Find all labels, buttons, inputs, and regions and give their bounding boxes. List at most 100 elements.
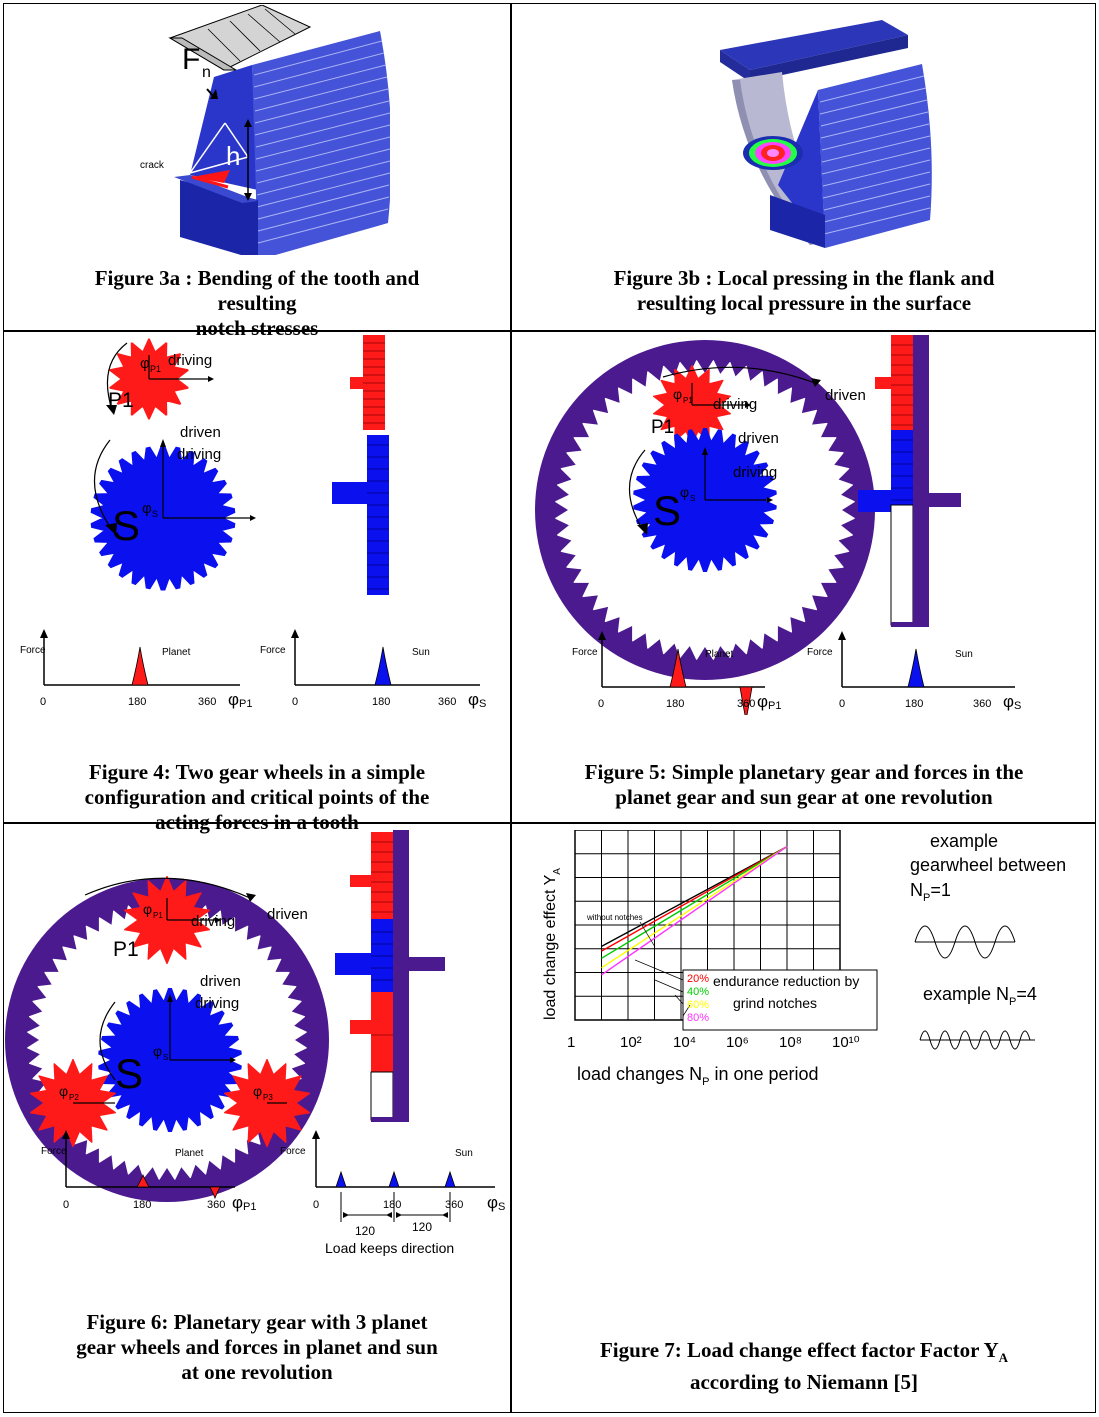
sun-plot-title: Sun [412,647,430,658]
caption-figure-3a: Figure 3a : Bending of the tooth and res… [94,266,420,340]
caption-figure-4: Figure 4: Two gear wheels in a simple co… [84,760,430,834]
svg-text:180: 180 [133,1199,151,1211]
p1-label: P1 [108,389,134,412]
svg-text:P1: P1 [243,1201,256,1213]
planet-side-view [363,335,385,430]
svg-text:driven: driven [738,430,779,447]
figure-grid [3,3,1096,1413]
caption-figure-5: Figure 5: Simple planetary gear and forc… [584,760,1024,809]
force-label: F [182,43,200,76]
svg-text:120: 120 [355,1224,375,1238]
svg-text:φ: φ [673,386,682,402]
svg-text:φ: φ [142,500,152,517]
svg-text:example: example [930,831,998,851]
svg-text:Force: Force [572,647,598,658]
svg-text:Planet: Planet [705,649,734,660]
svg-text:0: 0 [839,698,845,710]
figure-6-three-planet-gear: driven P1 φ P1 driving driven driving S … [5,830,505,1256]
svg-text:Force: Force [807,647,833,658]
svg-text:φ: φ [680,484,689,500]
chart-series-line-3 [601,846,788,969]
figure-3b-flank-pressure [720,20,932,248]
svg-text:φ: φ [232,1193,243,1212]
svg-text:360: 360 [973,698,991,710]
svg-text:120: 120 [412,1220,432,1234]
svg-text:180: 180 [666,698,684,710]
figure-3a-tooth-bending: F n h crack [140,5,390,255]
svg-text:P3: P3 [263,1093,273,1102]
figure-5-planetary-gear: driven P1 φ P1 driving driven driving S … [535,335,1021,715]
svg-text:S: S [690,494,695,503]
example-np1: NP=1 [910,880,951,904]
svg-text:180: 180 [383,1199,401,1211]
svg-text:360: 360 [207,1199,225,1211]
svg-text:φ: φ [153,1043,162,1059]
chart-series-line-4 [601,846,788,976]
caption-figure-3b: Figure 3b : Local pressing in the flank … [613,266,995,315]
svg-text:P1: P1 [150,364,161,374]
svg-text:P2: P2 [69,1093,79,1102]
svg-text:gearwheel between: gearwheel between [910,855,1066,875]
svg-text:P1: P1 [113,938,139,961]
sine-wave-np4 [919,1030,1031,1050]
sun-driving-label: driving [177,446,221,463]
svg-text:φ: φ [143,901,152,917]
svg-text:φ: φ [757,692,768,711]
caption-figure-6: Figure 6: Planetary gear with 3 planet g… [76,1310,438,1384]
svg-text:driving: driving [191,913,235,930]
chart-x-ticks: 1 10² 10⁴ 10⁶ 10⁸ 10¹⁰ [567,1034,860,1051]
figure-7-chart: without notches 20% 40% 60% 80% enduranc… [542,830,1066,1088]
svg-text:S: S [152,509,158,519]
svg-text:P1: P1 [683,396,693,405]
x-tick-label: 10⁶ [726,1034,749,1051]
svg-text:driving: driving [733,464,777,481]
svg-text:φ: φ [468,690,479,709]
legend-40: 40% [687,986,709,998]
force-subscript: n [202,64,211,81]
svg-text:0: 0 [313,1199,319,1211]
svg-text:S: S [653,487,681,534]
svg-text:P1: P1 [239,698,252,710]
svg-text:0: 0 [63,1199,69,1211]
legend-60: 60% [687,999,709,1011]
sun-side-view [367,435,389,595]
svg-text:driven: driven [200,973,241,990]
svg-text:180: 180 [128,696,146,708]
svg-text:360: 360 [445,1199,463,1211]
svg-text:S: S [115,1050,143,1097]
chart-legend [682,969,878,1031]
svg-text:0: 0 [40,696,46,708]
svg-text:φ: φ [1003,692,1014,711]
svg-text:Sun: Sun [455,1148,473,1159]
without-notches-label: without notches [586,913,643,922]
svg-text:360: 360 [438,696,456,708]
svg-text:180: 180 [905,698,923,710]
row-divider-2 [3,822,1096,824]
legend-80: 80% [687,1012,709,1024]
crack-label: crack [140,160,165,171]
planet-driven-label: driven [180,424,221,441]
chart-series-line-2 [601,846,788,959]
svg-text:360: 360 [198,696,216,708]
svg-text:0: 0 [292,696,298,708]
caption-figure-7: Figure 7: Load change effect factor Fact… [599,1338,1009,1395]
x-tick-label: 10² [620,1034,642,1051]
svg-text:360: 360 [737,698,755,710]
legend-line-2: grind notches [733,995,817,1011]
chart-series-line-1 [601,845,788,952]
planet-driving-label: driving [168,352,212,369]
svg-text:driving: driving [713,396,757,413]
svg-text:S: S [498,1201,505,1213]
svg-text:180: 180 [372,696,390,708]
row-divider-1 [3,330,1096,332]
s-label: S [112,502,140,549]
svg-text:φ: φ [487,1193,498,1212]
height-label: h [226,141,240,171]
chart-series [601,845,788,976]
svg-text:driven: driven [267,906,308,923]
svg-text:P1: P1 [651,417,674,438]
x-tick-label: 10¹⁰ [832,1034,860,1051]
load-keeps-direction-label: Load keeps direction [325,1240,454,1256]
svg-text:P1: P1 [768,700,781,712]
